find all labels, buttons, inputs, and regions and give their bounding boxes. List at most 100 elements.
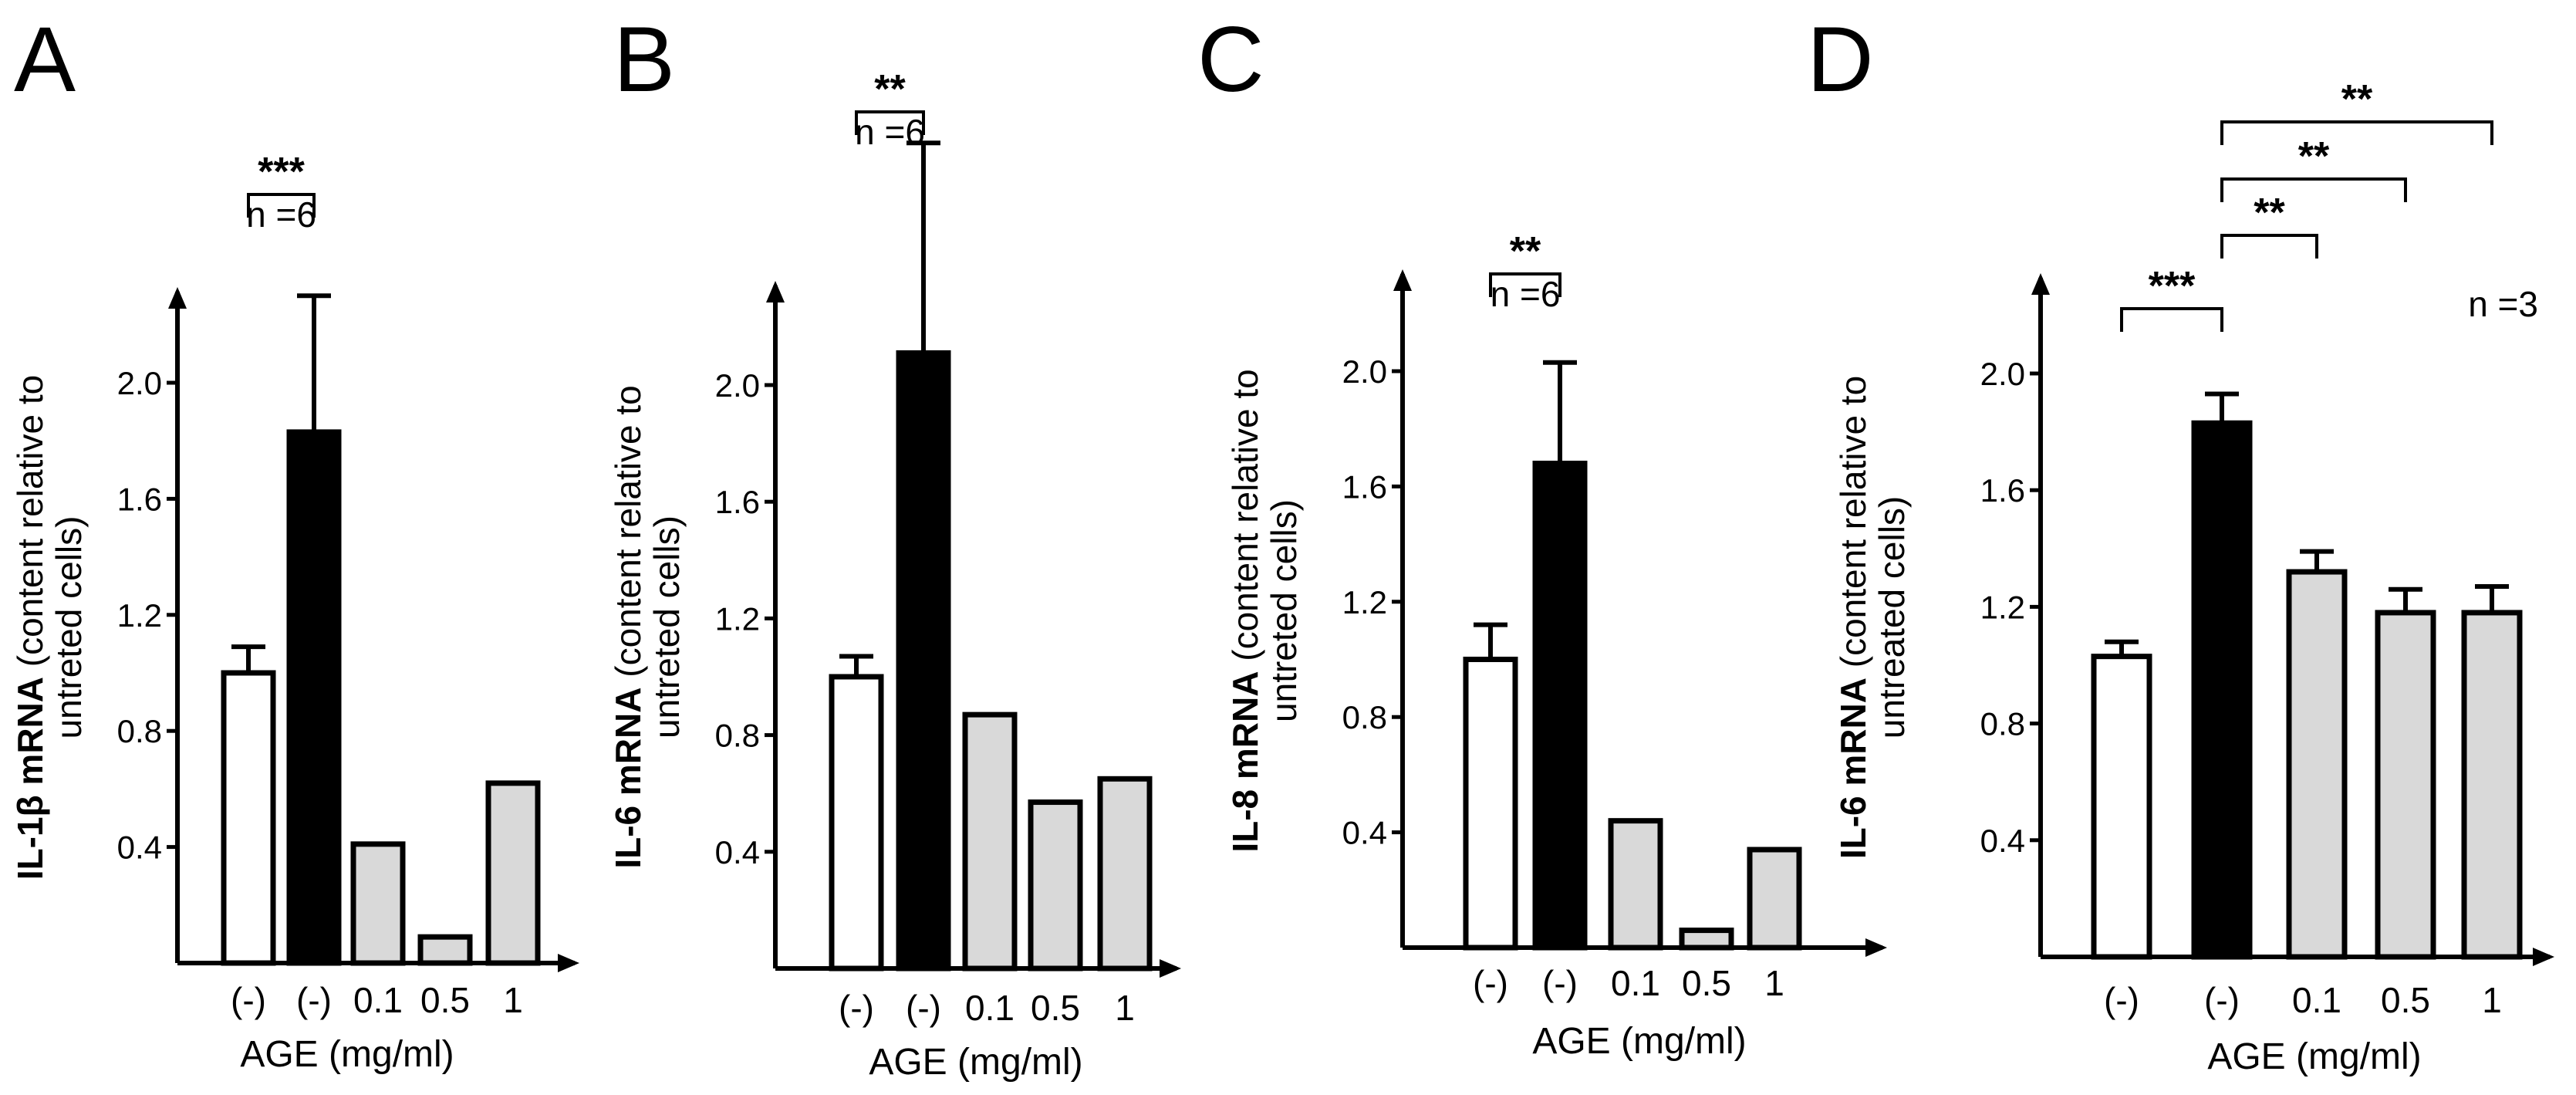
category-label: 0.5 [420,980,470,1020]
sample-size-label: n =3 [2468,284,2538,324]
bar [2375,610,2436,960]
y-axis-arrow [1393,269,1412,291]
y-axis-label: IL-1β mRNA (content relative to [10,375,50,880]
y-axis-arrow [2031,273,2050,295]
y-axis-label-bold: IL-1β mRNA [10,677,50,880]
bar [1532,461,1588,951]
significance-stars: ** [1510,229,1541,274]
x-axis-label: AGE (mg/ml) [2207,1036,2421,1077]
y-axis-arrow [766,281,785,302]
y-tick-label: 1.2 [715,600,760,637]
significance-stars: ** [2341,77,2373,122]
y-tick-label: 1.2 [117,597,162,634]
category-label: 0.5 [2381,980,2430,1020]
panel-letter: C [1197,8,1264,111]
bar [485,780,541,966]
y-axis-label: IL-6 mRNA (content relative to [1833,376,1873,859]
category-label: (-) [2204,980,2240,1020]
sample-size-label: n =6 [246,194,316,235]
bar [350,841,406,966]
panel-c: C 0.4 0.8 1.2 1.6 2.0 (-) (-) 0.1 0.5 1 AGE (mg/ml… [1197,8,1887,1062]
x-axis-arrow [1865,938,1887,957]
category-label: 1 [1764,963,1784,1003]
significance-bracket [1489,272,1561,297]
bar [962,711,1018,972]
sample-size-label: n =6 [855,112,925,152]
bar [1747,847,1802,951]
y-tick-label: 2.0 [1342,353,1387,390]
y-axis-label-rest: (content relative to [608,385,648,687]
bar [1028,799,1083,972]
category-label: (-) [906,988,941,1028]
y-axis-label-line2: untreted cells) [49,516,89,739]
y-tick-label: 0.8 [715,718,760,754]
y-axis-label-line2: untreated cells) [1872,496,1912,739]
panel-d: D 0.4 0.8 1.2 1.6 2.0 (-) (-) 0.1 0.5 1 AGE (mg/ml… [1807,8,2554,1077]
bar [829,674,884,972]
category-label: (-) [231,980,266,1020]
panel-b: B 0.4 0.8 1.2 1.6 2.0 (-) (-) 0.1 0.5 1 AGE (mg/ml… [608,8,1181,1083]
category-label: (-) [296,980,332,1020]
x-axis-label: AGE (mg/ml) [1532,1021,1746,1062]
significance-stars: ** [2254,191,2285,235]
sample-size-label: n =6 [1491,274,1561,314]
x-axis-arrow [2533,948,2554,966]
y-axis-label-bold: IL-6 mRNA [1833,678,1873,859]
x-axis-arrow [558,954,579,972]
y-tick-label: 1.2 [1342,584,1387,620]
category-label: (-) [2104,980,2139,1020]
y-axis-label-line2: untreted cells) [647,515,687,738]
bar [2461,610,2523,960]
y-axis-label-rest: (content relative to [10,375,50,677]
category-label: 1 [503,980,523,1020]
significance-stars: *** [258,150,305,194]
category-label: 1 [2482,980,2502,1020]
y-tick-label: 0.8 [117,713,162,749]
significance-bracket [2220,120,2493,145]
significance-stars: ** [2298,134,2330,179]
bar [1097,776,1153,972]
bar [286,429,342,966]
y-tick-label: 1.6 [715,484,760,520]
category-label: 1 [1115,988,1135,1028]
bar [2286,569,2348,960]
y-axis-label-bold: IL-8 mRNA [1225,671,1265,853]
y-axis-label-rest: (content relative to [1225,369,1265,671]
x-axis-arrow [1160,959,1181,978]
category-label: (-) [1473,963,1508,1003]
bar [417,934,473,966]
significance-bracket [855,110,925,135]
category-label: 0.5 [1031,988,1080,1028]
significance-bracket [2220,234,2318,259]
category-label: (-) [839,988,874,1028]
y-tick-label: 0.8 [1980,706,2025,742]
y-tick-label: 0.8 [1342,699,1387,735]
y-axis-label-line2: untreted cells) [1264,499,1304,722]
category-label: 0.1 [1611,963,1660,1003]
y-tick-label: 1.6 [1980,472,2025,509]
significance-bracket [2220,177,2407,202]
category-label: 0.1 [353,980,403,1020]
y-axis-label: IL-8 mRNA (content relative to [1225,369,1265,852]
significance-bracket [2120,307,2223,332]
y-axis-label-bold: IL-6 mRNA [608,688,648,869]
bar [1679,928,1734,951]
bar [2191,420,2253,960]
y-tick-label: 1.6 [1342,468,1387,505]
y-tick-label: 2.0 [1980,356,2025,392]
x-axis-label: AGE (mg/ml) [869,1042,1082,1083]
y-axis-label: IL-6 mRNA (content relative to [608,385,648,868]
y-tick-label: 2.0 [117,365,162,401]
bar [221,670,276,966]
y-tick-label: 0.4 [117,830,162,866]
panel-letter: A [14,8,76,111]
significance-bracket [247,193,316,218]
bar [1608,818,1663,951]
category-label: 0.1 [2292,980,2341,1020]
bar [1463,657,1518,951]
y-tick-label: 1.2 [1980,589,2025,625]
panel-letter: D [1807,8,1874,111]
y-axis-arrow [168,287,187,309]
y-tick-label: 0.4 [715,834,760,870]
